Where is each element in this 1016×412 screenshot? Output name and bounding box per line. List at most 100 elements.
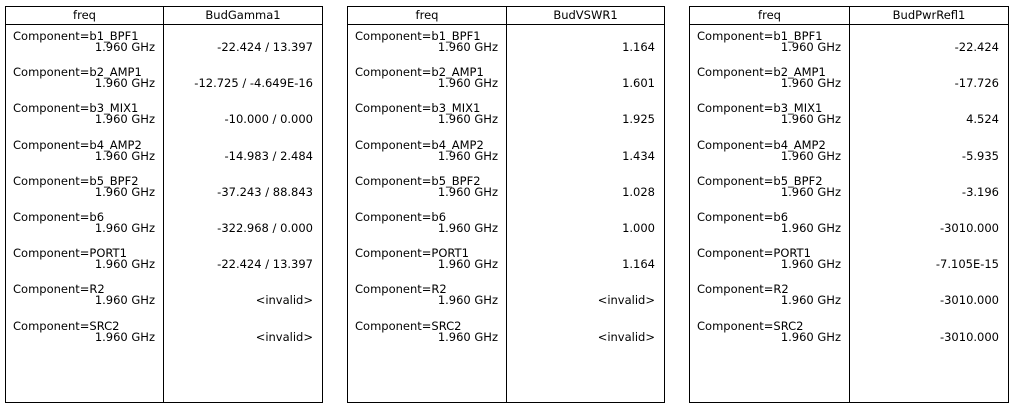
- freq-cell: 1.960 GHz: [94, 184, 155, 199]
- table-row: Component=PORT1 1.960 GHz -22.424 / 13.397: [6, 247, 322, 283]
- freq-cell: 1.960 GHz: [780, 40, 841, 54]
- freq-cell: 1.960 GHz: [437, 148, 498, 163]
- freq-cell: 1.960 GHz: [437, 257, 498, 272]
- freq-cell: 1.960 GHz: [94, 112, 155, 127]
- column-header-freq[interactable]: freq: [73, 8, 96, 22]
- table-row: Component=R2 1.960 GHz <invalid>: [348, 283, 664, 319]
- freq-cell: 1.960 GHz: [94, 293, 155, 308]
- component-label: Component=PORT1: [697, 246, 811, 261]
- component-label: Component=b5_BPF2: [697, 173, 823, 188]
- component-label: Component=b2_AMP1: [13, 65, 142, 80]
- column-header-freq[interactable]: freq: [415, 8, 439, 22]
- value-cell: -12.725 / -4.649E-16: [194, 76, 313, 91]
- table-row: Component=SRC2 1.960 GHz <invalid>: [348, 320, 664, 356]
- component-label: Component=b1_BPF1: [13, 29, 139, 43]
- column-header-value[interactable]: BudVSWR1: [553, 8, 618, 22]
- component-label: Component=R2: [355, 282, 447, 297]
- table-row: Component=b2_AMP1 1.960 GHz -17.726: [690, 66, 1008, 102]
- value-cell: -3010.000: [939, 293, 999, 308]
- column-header-freq[interactable]: freq: [758, 8, 781, 22]
- table-row: Component=b3_MIX1 1.960 GHz 4.524: [690, 102, 1008, 138]
- table-row: Component=b2_AMP1 1.960 GHz 1.601: [348, 66, 664, 102]
- freq-cell: 1.960 GHz: [437, 184, 498, 199]
- table-row: Component=b2_AMP1 1.960 GHz -12.725 / -4.6…: [6, 66, 322, 102]
- table-row: Component=PORT1 1.960 GHz -7.105E-15: [690, 247, 1008, 283]
- value-cell: -22.424 / 13.397: [217, 40, 313, 54]
- value-cell: -322.968 / 0.000: [217, 221, 313, 235]
- value-cell: -17.726: [954, 76, 999, 91]
- data-table-3: freq BudPwrRefl1 Component=b1_BPF1 1.960 GH…: [689, 6, 1009, 403]
- table-row: Component=b4_AMP2 1.960 GHz -14.983 / 2.48…: [6, 139, 322, 175]
- component-label: Component=SRC2: [355, 318, 462, 333]
- freq-cell: 1.960 GHz: [780, 221, 841, 235]
- freq-cell: 1.960 GHz: [780, 76, 841, 91]
- table-row: Component=b1_BPF1 1.960 GHz -22.424 / 13.3…: [6, 30, 322, 66]
- component-label: Component=b4_AMP2: [697, 137, 826, 152]
- component-label: Component=b3_MIX1: [697, 101, 823, 116]
- value-cell: -22.424 / 13.397: [217, 257, 313, 272]
- table-row: Component=b5_BPF2 1.960 GHz 1.028: [348, 175, 664, 211]
- column-header-value[interactable]: BudPwrRefl1: [892, 8, 966, 22]
- value-cell: <invalid>: [597, 329, 655, 344]
- table-row: Component=b6 1.960 GHz -322.968 / 0.000: [6, 211, 322, 247]
- column-divider: [163, 7, 164, 402]
- table-row: Component=b3_MIX1 1.960 GHz -10.000 / 0.00…: [6, 102, 322, 138]
- table-row: Component=SRC2 1.960 GHz -3010.000: [690, 320, 1008, 356]
- freq-cell: 1.960 GHz: [94, 257, 155, 272]
- value-cell: -3.196: [961, 184, 999, 199]
- value-cell: -3010.000: [939, 221, 999, 235]
- table-row: Component=b1_BPF1 1.960 GHz -22.424: [690, 30, 1008, 66]
- freq-cell: 1.960 GHz: [437, 221, 498, 235]
- component-label: Component=b5_BPF2: [13, 173, 139, 188]
- component-label: Component=b3_MIX1: [13, 101, 139, 116]
- column-divider: [849, 7, 850, 402]
- value-cell: 1.925: [622, 112, 655, 127]
- value-cell: -22.424: [954, 40, 999, 54]
- freq-cell: 1.960 GHz: [94, 76, 155, 91]
- freq-cell: 1.960 GHz: [780, 148, 841, 163]
- value-cell: 1.601: [622, 76, 655, 91]
- freq-cell: 1.960 GHz: [437, 329, 498, 344]
- value-cell: 1.028: [622, 184, 655, 199]
- table-row: Component=b3_MIX1 1.960 GHz 1.925: [348, 102, 664, 138]
- value-cell: 1.164: [622, 40, 655, 54]
- component-label: Component=b4_AMP2: [13, 137, 142, 152]
- freq-cell: 1.960 GHz: [780, 112, 841, 127]
- value-cell: 4.524: [966, 112, 999, 127]
- freq-cell: 1.960 GHz: [437, 76, 498, 91]
- data-table-1: freq BudGamma1 Component=b1_BPF1 1.960 GHz -…: [5, 6, 323, 403]
- freq-cell: 1.960 GHz: [780, 293, 841, 308]
- table-row: Component=b4_AMP2 1.960 GHz 1.434: [348, 139, 664, 175]
- component-label: Component=b2_AMP1: [355, 65, 484, 80]
- table-row: Component=PORT1 1.960 GHz 1.164: [348, 247, 664, 283]
- table-row: Component=b6 1.960 GHz -3010.000: [690, 211, 1008, 247]
- table-row: Component=b4_AMP2 1.960 GHz -5.935: [690, 139, 1008, 175]
- data-table-2: freq BudVSWR1 Component=b1_BPF1 1.960 GHz 1.…: [347, 6, 665, 403]
- value-cell: -37.243 / 88.843: [217, 184, 313, 199]
- column-header-value[interactable]: BudGamma1: [205, 8, 281, 22]
- value-cell: <invalid>: [597, 293, 655, 308]
- freq-cell: 1.960 GHz: [780, 257, 841, 272]
- value-cell: -14.983 / 2.484: [224, 148, 314, 163]
- table-row: Component=b5_BPF2 1.960 GHz -3.196: [690, 175, 1008, 211]
- freq-cell: 1.960 GHz: [437, 40, 498, 54]
- freq-cell: 1.960 GHz: [780, 329, 841, 344]
- value-cell: 1.434: [622, 148, 655, 163]
- table-row: Component=R2 1.960 GHz <invalid>: [6, 283, 322, 319]
- component-label: Component=b6: [697, 210, 789, 224]
- component-label: Component=R2: [13, 282, 105, 297]
- value-cell: 1.164: [622, 257, 655, 272]
- value-cell: 1.000: [622, 221, 655, 235]
- freq-cell: 1.960 GHz: [94, 148, 155, 163]
- freq-cell: 1.960 GHz: [437, 293, 498, 308]
- freq-cell: 1.960 GHz: [94, 329, 155, 344]
- table-row: Component=R2 1.960 GHz -3010.000: [690, 283, 1008, 319]
- component-label: Component=PORT1: [13, 246, 127, 261]
- table-row: Component=b1_BPF1 1.960 GHz 1.164: [348, 30, 664, 66]
- component-label: Component=SRC2: [13, 318, 120, 333]
- table-row: Component=b6 1.960 GHz 1.000: [348, 211, 664, 247]
- component-label: Component=PORT1: [355, 246, 469, 261]
- value-cell: <invalid>: [255, 329, 313, 344]
- freq-cell: 1.960 GHz: [780, 184, 841, 199]
- value-cell: -10.000 / 0.000: [224, 112, 314, 127]
